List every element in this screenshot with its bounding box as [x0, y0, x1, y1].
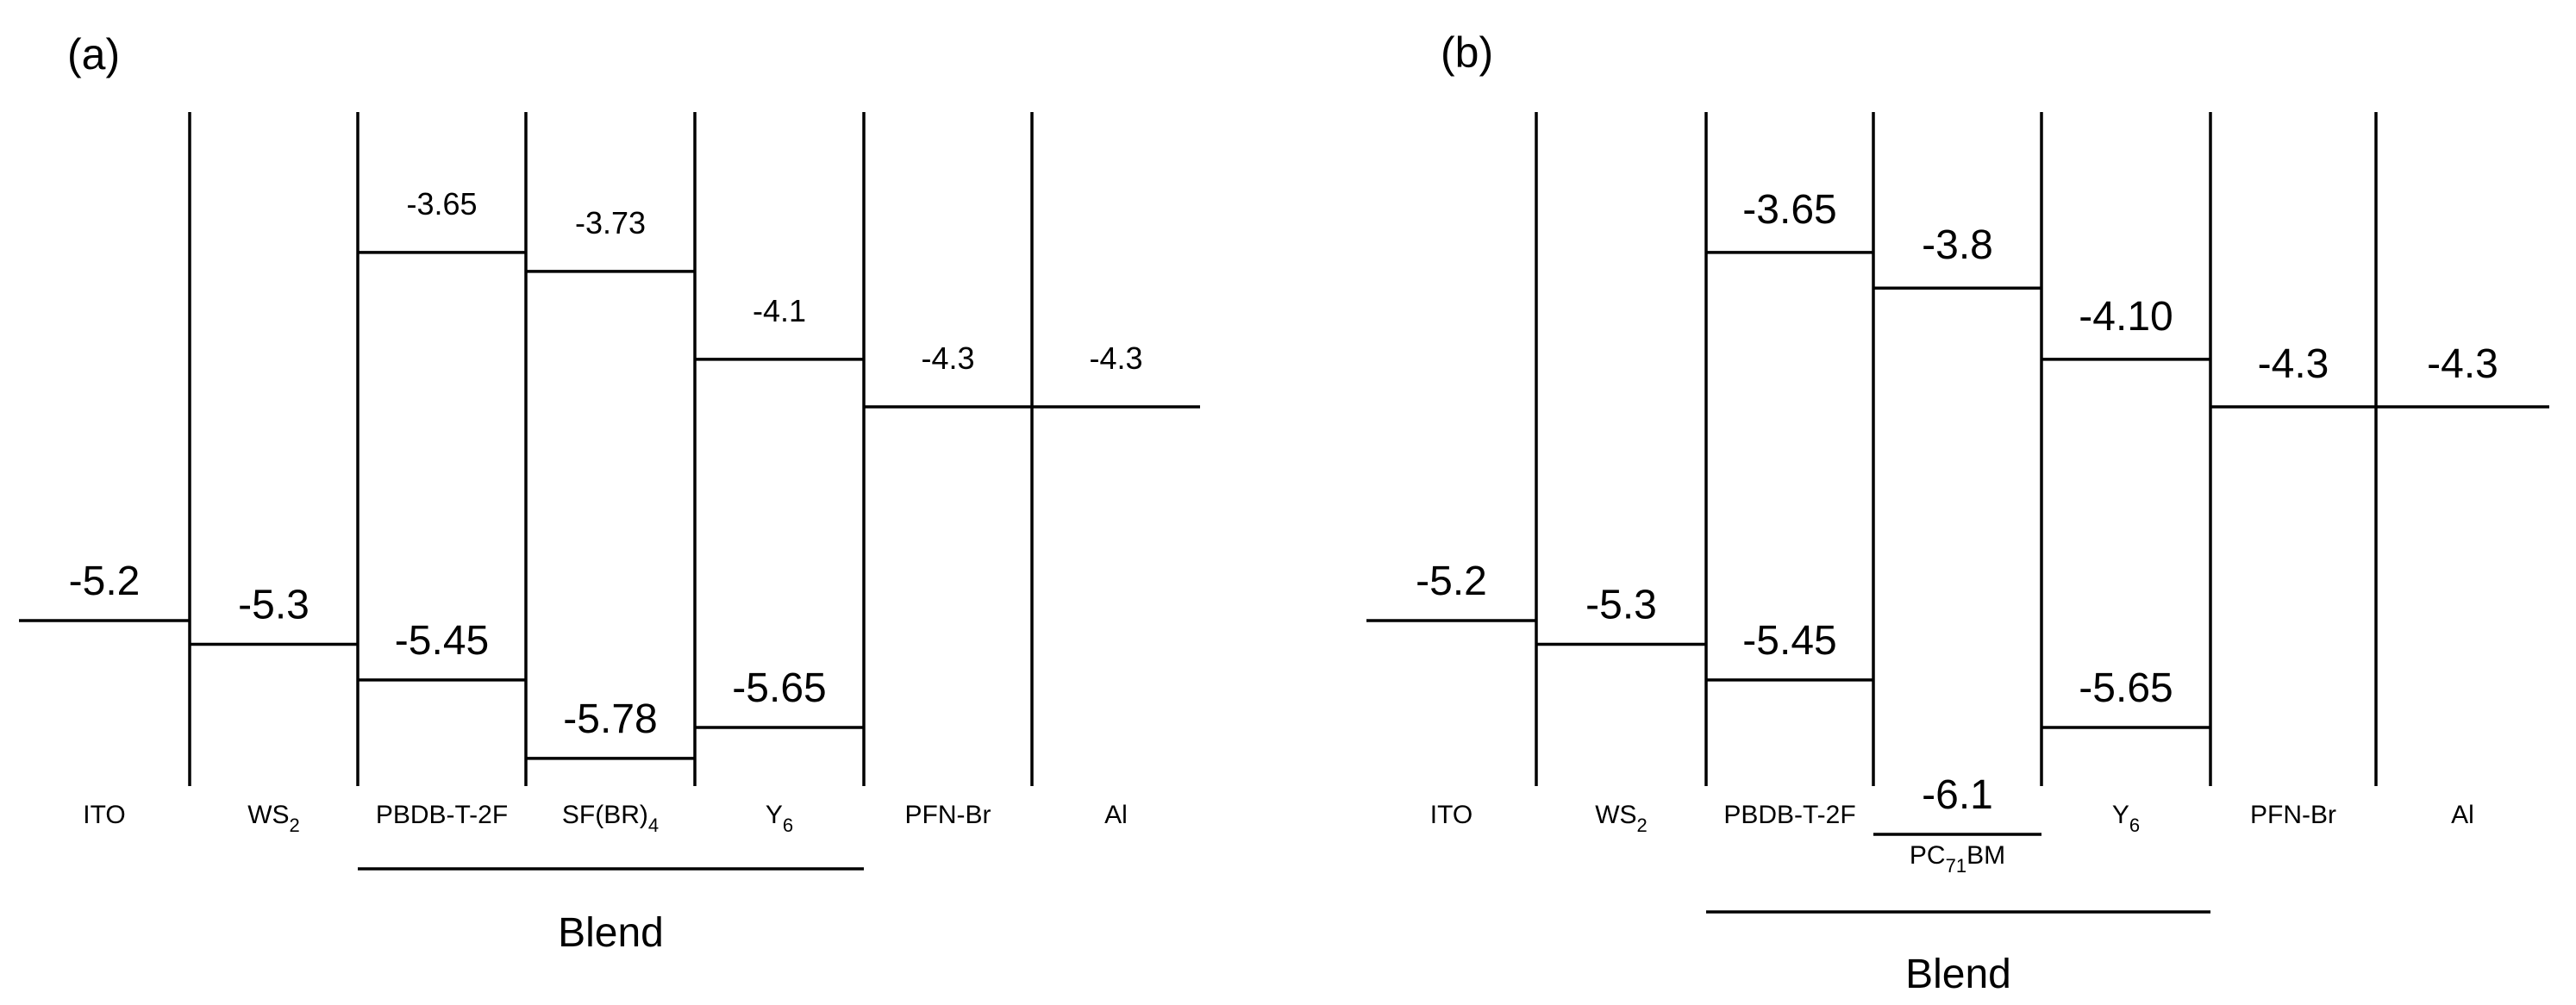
energy-value-label: -6.1: [1922, 772, 1993, 818]
energy-value-label: -5.78: [563, 696, 657, 742]
material-name: Y: [2112, 801, 2129, 829]
material-label-al: Al: [1104, 801, 1128, 829]
material-name: Al: [2451, 801, 2474, 829]
material-label-pfn: PFN-Br: [2250, 801, 2336, 829]
energy-value-label: -5.3: [1585, 583, 1657, 628]
material-name: ITO: [1430, 801, 1472, 829]
blend-label: Blend: [1905, 952, 2011, 997]
material-label-pfn: PFN-Br: [905, 801, 991, 829]
energy-value-label: -5.65: [732, 665, 826, 711]
material-name: PBDB-T-2F: [1723, 801, 1855, 829]
material-name: ITO: [83, 801, 125, 829]
material-label-acc: SF(BR)4: [562, 801, 659, 836]
panel-a: (a) -5.2 ITO -5.3 WS2 -3.65 -5.45 PBDB-T-2F -3.7…: [19, 30, 1200, 956]
panel-b: (b) -5.2 ITO -5.3 WS2 -3.65 -5.45 PBDB-T-2F -3.8…: [1366, 28, 2549, 997]
material-subscript: 4: [648, 815, 659, 836]
energy-value-label: -3.65: [406, 186, 477, 222]
blend-label: Blend: [558, 910, 664, 956]
material-subscript: 6: [2129, 815, 2140, 836]
energy-value-label: -4.10: [2079, 294, 2173, 340]
energy-value-label: -3.65: [1742, 187, 1836, 233]
energy-value-label: -4.3: [2258, 341, 2329, 387]
material-subscript: 71: [1946, 855, 1966, 877]
panel-label: (b): [1441, 28, 1493, 77]
material-name: PBDB-T-2F: [376, 801, 508, 829]
material-label-al: Al: [2451, 801, 2474, 829]
material-suffix: BM: [1966, 841, 2005, 870]
material-label-ito: ITO: [1430, 801, 1472, 829]
material-name: Y: [766, 801, 783, 829]
material-subscript: 2: [1637, 815, 1648, 836]
energy-value-label: -5.45: [1742, 618, 1836, 664]
material-name: PC: [1910, 841, 1946, 870]
material-label-acc: PC71BM: [1910, 841, 2005, 877]
energy-value-label: -4.3: [2427, 341, 2498, 387]
panel-label: (a): [67, 30, 120, 78]
energy-value-label: -5.45: [395, 618, 489, 664]
energy-value-label: -5.3: [238, 583, 309, 628]
material-name: PFN-Br: [2250, 801, 2336, 829]
material-subscript: 2: [290, 815, 300, 836]
material-name: SF(BR): [562, 801, 648, 829]
material-name: PFN-Br: [905, 801, 991, 829]
material-label-pbdb: PBDB-T-2F: [376, 801, 508, 829]
material-name: Al: [1104, 801, 1128, 829]
material-name: WS: [1595, 801, 1636, 829]
material-label-ws2: WS2: [247, 801, 300, 836]
material-label-y6: Y6: [766, 801, 793, 836]
energy-value-label: -4.3: [1089, 340, 1142, 376]
material-label-y6: Y6: [2112, 801, 2140, 836]
energy-value-label: -4.3: [921, 340, 974, 376]
material-name: WS: [247, 801, 289, 829]
material-subscript: 6: [783, 815, 793, 836]
energy-value-label: -3.8: [1922, 222, 1993, 268]
energy-value-label: -4.1: [753, 293, 806, 328]
energy-value-label: -5.2: [1416, 559, 1487, 604]
material-label-ito: ITO: [83, 801, 125, 829]
energy-value-label: -5.2: [69, 559, 141, 604]
energy-value-label: -5.65: [2079, 665, 2173, 711]
material-label-pbdb: PBDB-T-2F: [1723, 801, 1855, 829]
material-label-ws2: WS2: [1595, 801, 1648, 836]
energy-value-label: -3.73: [575, 205, 646, 240]
